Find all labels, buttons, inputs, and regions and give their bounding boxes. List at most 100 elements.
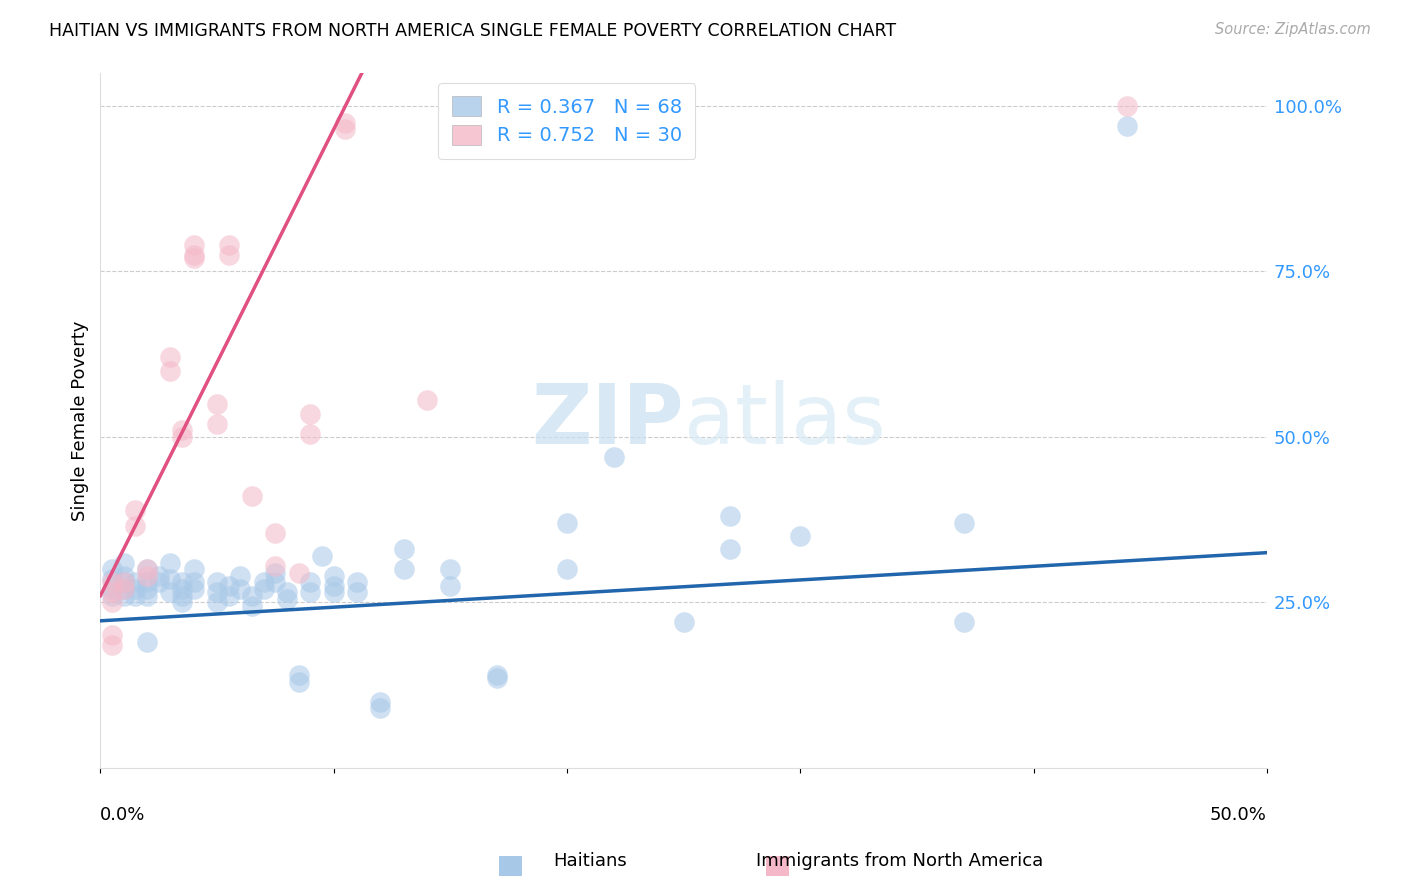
Point (136, 582, 159, 596)
Point (205, 397, 228, 411)
Point (789, 529, 811, 543)
Point (170, 589, 193, 603)
Text: 50.0%: 50.0% (1211, 805, 1267, 824)
Point (101, 595, 124, 609)
Point (112, 582, 135, 596)
Point (183, 582, 205, 596)
Point (952, 516, 974, 530)
Point (335, 115, 357, 129)
Point (170, 582, 193, 596)
Point (555, 516, 578, 530)
Point (240, 490, 263, 504)
Point (299, 407, 322, 421)
Point (322, 569, 344, 583)
Point (101, 572, 124, 586)
Point (170, 575, 193, 590)
Point (112, 575, 135, 590)
Point (124, 575, 146, 590)
Point (322, 579, 344, 593)
Point (368, 694, 391, 708)
Legend: R = 0.367   N = 68, R = 0.752   N = 30: R = 0.367 N = 68, R = 0.752 N = 30 (439, 83, 696, 159)
Point (439, 579, 461, 593)
Point (205, 417, 228, 431)
Point (335, 122, 357, 136)
Point (218, 589, 240, 603)
Point (205, 595, 228, 609)
Point (392, 542, 415, 557)
Point (124, 589, 146, 603)
Point (555, 562, 578, 576)
Point (299, 426, 322, 441)
Point (159, 572, 181, 586)
Point (229, 582, 252, 596)
Point (101, 582, 124, 596)
Point (672, 615, 695, 629)
Point (124, 582, 146, 596)
Point (170, 595, 193, 609)
Point (136, 569, 159, 583)
Y-axis label: Single Female Poverty: Single Female Poverty (72, 320, 89, 521)
Point (346, 575, 368, 590)
Point (485, 668, 508, 682)
Point (416, 393, 439, 408)
Point (287, 674, 309, 689)
Point (299, 575, 322, 590)
Point (218, 248, 240, 262)
Point (101, 638, 124, 652)
Text: 0.0%: 0.0% (100, 805, 146, 824)
Point (183, 562, 205, 576)
Text: Source: ZipAtlas.com: Source: ZipAtlas.com (1215, 22, 1371, 37)
Point (1115, 119, 1137, 133)
Point (276, 592, 298, 607)
Text: Immigrants from North America: Immigrants from North America (756, 852, 1043, 870)
Point (101, 585, 124, 599)
Point (287, 566, 309, 580)
Point (124, 519, 146, 533)
Point (264, 558, 287, 573)
Text: HAITIAN VS IMMIGRANTS FROM NORTH AMERICA SINGLE FEMALE POVERTY CORRELATION CHART: HAITIAN VS IMMIGRANTS FROM NORTH AMERICA… (49, 22, 897, 40)
Text: Haitians: Haitians (554, 852, 627, 870)
Point (218, 579, 240, 593)
Point (124, 502, 146, 516)
Point (112, 582, 135, 596)
Point (264, 525, 287, 540)
Point (159, 364, 181, 378)
Point (170, 430, 193, 444)
Point (240, 589, 263, 603)
Point (112, 556, 135, 570)
Point (229, 569, 252, 583)
Point (136, 589, 159, 603)
Point (602, 450, 624, 464)
Point (205, 575, 228, 590)
Point (287, 668, 309, 682)
Point (322, 585, 344, 599)
Point (253, 575, 276, 590)
Point (205, 585, 228, 599)
Point (159, 585, 181, 599)
Point (159, 351, 181, 365)
Point (136, 575, 159, 590)
Point (148, 569, 170, 583)
Point (112, 569, 135, 583)
Point (148, 575, 170, 590)
Point (112, 575, 135, 590)
Point (183, 238, 205, 252)
Point (159, 556, 181, 570)
Point (101, 589, 124, 603)
Point (218, 238, 240, 252)
Point (439, 562, 461, 576)
Point (276, 585, 298, 599)
Point (136, 562, 159, 576)
Text: atlas: atlas (683, 380, 886, 461)
Point (368, 701, 391, 715)
Point (299, 585, 322, 599)
Point (183, 252, 205, 266)
Point (718, 509, 741, 524)
Point (183, 248, 205, 262)
Point (264, 566, 287, 580)
Point (264, 575, 287, 590)
Text: ZIP: ZIP (531, 380, 683, 461)
Point (183, 575, 205, 590)
Point (240, 599, 263, 613)
Point (718, 542, 741, 557)
